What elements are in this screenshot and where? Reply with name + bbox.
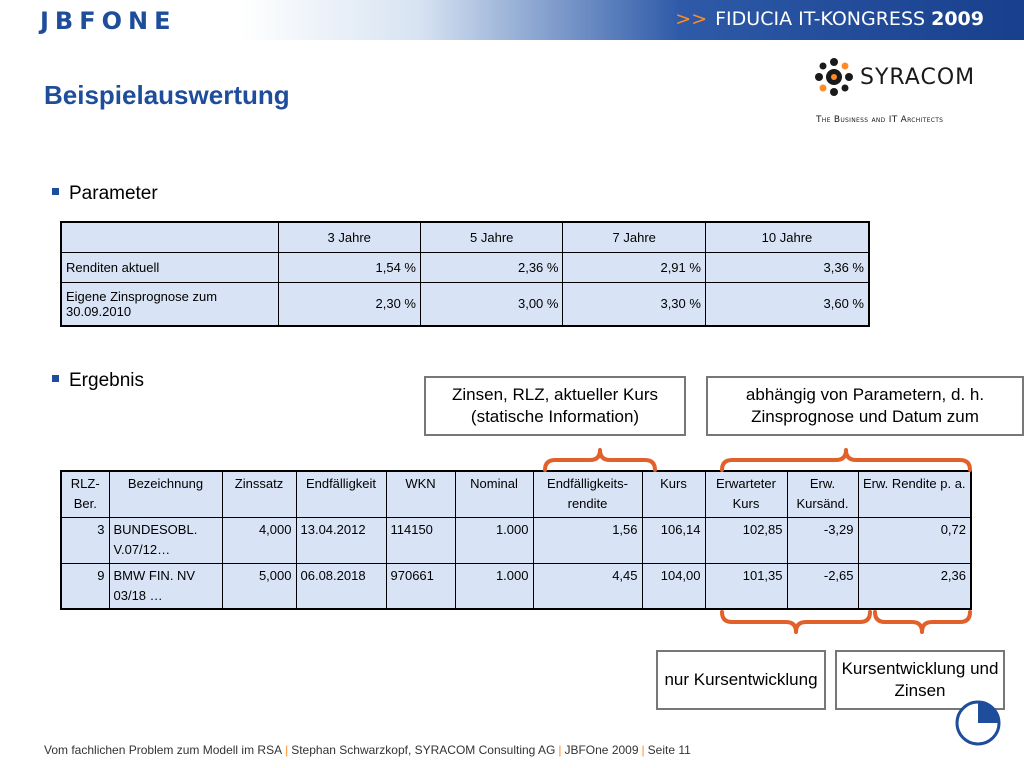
page-title: Beispielauswertung (44, 80, 290, 110)
table-header-cell: 10 Jahre (704, 221, 870, 253)
brace-static-columns (543, 448, 657, 472)
jbfone-logo: JBFONE (40, 7, 177, 35)
footer-part2: Stephan Schwarzkopf, SYRACOM Consulting … (291, 743, 556, 757)
table-cell: BUNDESOBL. V.07/12… (108, 516, 223, 564)
table-cell: 1.000 (454, 562, 534, 610)
table-cell: 9 (60, 562, 110, 610)
header-bar: JBFONE >> FIDUCIA IT-KONGRESS 2009 (0, 0, 1024, 40)
table-header-cell: Nominal (454, 470, 534, 518)
table-cell: 4,000 (221, 516, 297, 564)
footer-part1: Vom fachlichen Problem zum Modell im RSA (44, 743, 283, 757)
table-header-cell: 7 Jahre (562, 221, 706, 253)
footer-part4: Seite 11 (647, 743, 691, 757)
table-header-cell: 3 Jahre (277, 221, 421, 253)
parameter-table: 3 Jahre 5 Jahre 7 Jahre 10 Jahre Rendite… (60, 221, 870, 327)
table-cell: 3,00 % (419, 281, 564, 327)
table-header-cell: RLZ-Ber. (60, 470, 110, 518)
bullet-ergebnis: Ergebnis (52, 370, 144, 392)
congress-title: >> FIDUCIA IT-KONGRESS 2009 (675, 8, 984, 30)
syracom-logo: SYRACOM The Business and IT Architects (814, 55, 994, 130)
table-cell: 5,000 (221, 562, 297, 610)
table-header-cell: WKN (385, 470, 456, 518)
table-cell: 101,35 (704, 562, 788, 610)
footer-separator: | (285, 743, 289, 757)
congress-arrows: >> (675, 8, 708, 30)
callout-price-and-interest: Kursentwicklung und Zinsen (835, 650, 1005, 710)
table-cell: 0,72 (857, 516, 972, 564)
brace-param-columns (720, 448, 972, 472)
table-cell: 06.08.2018 (295, 562, 387, 610)
table-cell: 2,36 % (419, 251, 564, 283)
table-cell: 3,60 % (704, 281, 870, 327)
square-bullet-icon (52, 188, 59, 195)
syracom-name: SYRACOM (860, 65, 976, 90)
table-row: 9 BMW FIN. NV 03/18 … 5,000 06.08.2018 9… (60, 562, 972, 610)
table-cell: 3,30 % (562, 281, 706, 327)
bullet-parameter-label: Parameter (69, 183, 158, 204)
bullet-parameter: Parameter (52, 183, 158, 205)
table-header-cell: 5 Jahre (419, 221, 564, 253)
congress-year: 2009 (931, 8, 984, 30)
table-cell: -3,29 (786, 516, 859, 564)
table-header-cell: Erw. Kursänd. (786, 470, 859, 518)
row-label: Renditen aktuell (60, 251, 279, 283)
pie-chart-icon (955, 700, 1001, 746)
table-cell: 1.000 (454, 516, 534, 564)
table-header-cell: Erwarteter Kurs (704, 470, 788, 518)
table-header-cell: Erw. Rendite p. a. (857, 470, 972, 518)
footer: Vom fachlichen Problem zum Modell im RSA… (44, 743, 691, 757)
table-cell: 13.04.2012 (295, 516, 387, 564)
syracom-logo-mark-icon (815, 58, 853, 96)
table-cell: 102,85 (704, 516, 788, 564)
brace-rendite-column (873, 610, 972, 634)
callout-only-price: nur Kursentwicklung (656, 650, 826, 710)
table-header-cell: Bezeichnung (108, 470, 223, 518)
callout-static-info: Zinsen, RLZ, aktueller Kurs (statische I… (424, 376, 686, 436)
table-header-row: 3 Jahre 5 Jahre 7 Jahre 10 Jahre (60, 221, 870, 253)
footer-separator: | (641, 743, 645, 757)
table-cell: -2,65 (786, 562, 859, 610)
congress-name: FIDUCIA IT-KONGRESS (715, 8, 926, 30)
footer-separator: | (558, 743, 562, 757)
row-label: Eigene Zinsprognose zum 30.09.2010 (60, 281, 279, 327)
table-row: 3 BUNDESOBL. V.07/12… 4,000 13.04.2012 1… (60, 516, 972, 564)
table-cell: 1,56 (532, 516, 643, 564)
syracom-tagline: The Business and IT Architects (816, 115, 944, 125)
table-cell: 4,45 (532, 562, 643, 610)
footer-part3: JBFOne 2009 (564, 743, 639, 757)
table-cell: 106,14 (641, 516, 706, 564)
table-header-row: RLZ-Ber. Bezeichnung Zinssatz Endfälligk… (60, 470, 972, 518)
table-header-cell: Zinssatz (221, 470, 297, 518)
table-cell: 3 (60, 516, 110, 564)
brace-kurs-columns (720, 610, 872, 634)
table-row: Eigene Zinsprognose zum 30.09.2010 2,30 … (60, 281, 870, 327)
result-table: RLZ-Ber. Bezeichnung Zinssatz Endfälligk… (60, 470, 972, 610)
table-cell: 104,00 (641, 562, 706, 610)
square-bullet-icon (52, 375, 59, 382)
table-cell: 970661 (385, 562, 456, 610)
table-header-cell: Endfälligkeits-rendite (532, 470, 643, 518)
table-header-cell: Kurs (641, 470, 706, 518)
table-cell: 2,91 % (562, 251, 706, 283)
callout-param-dependent: abhängig von Parametern, d. h. Zinsprogn… (706, 376, 1024, 436)
table-cell: 114150 (385, 516, 456, 564)
table-row: Renditen aktuell 1,54 % 2,36 % 2,91 % 3,… (60, 251, 870, 283)
table-header-cell (60, 221, 279, 253)
table-cell: 1,54 % (277, 251, 421, 283)
table-header-cell: Endfälligkeit (295, 470, 387, 518)
bullet-ergebnis-label: Ergebnis (69, 370, 144, 391)
table-cell: 2,36 (857, 562, 972, 610)
table-cell: 2,30 % (277, 281, 421, 327)
table-cell: BMW FIN. NV 03/18 … (108, 562, 223, 610)
table-cell: 3,36 % (704, 251, 870, 283)
